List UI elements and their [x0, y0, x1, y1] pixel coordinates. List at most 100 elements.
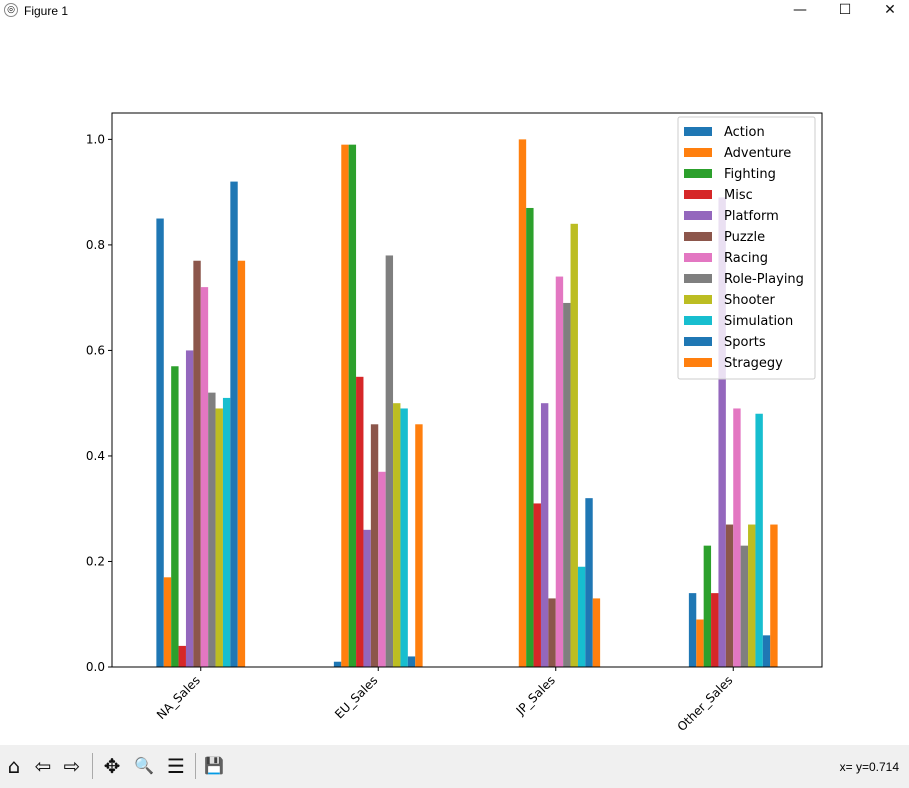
y-tick-label: 0.0 [86, 660, 105, 674]
legend-label: Adventure [724, 146, 791, 161]
bar-fighting-na_sales [171, 366, 179, 667]
legend-swatch-role-playing [684, 274, 712, 283]
bar-fighting-eu_sales [348, 144, 357, 667]
navigation-toolbar: ⌂ ⇦ ⇨ ✥ 🔍 ☰ 💾 x= y=0.714 [0, 745, 909, 788]
legend-swatch-action [684, 127, 712, 136]
bar-action-eu_sales [333, 661, 342, 667]
bar-role-playing-other_sales [740, 545, 749, 667]
zoom-button[interactable]: 🔍 [134, 756, 154, 775]
legend-swatch-fighting [684, 169, 712, 178]
bar-role-playing-eu_sales [385, 255, 394, 667]
maximize-button[interactable]: ☐ [838, 2, 852, 18]
y-tick-label: 0.6 [86, 343, 105, 357]
bar-simulation-other_sales [755, 413, 763, 667]
app-icon: ◎ [4, 3, 18, 17]
bar-misc-eu_sales [356, 376, 364, 667]
bar-simulation-na_sales [222, 397, 231, 667]
minimize-button[interactable]: — [793, 2, 807, 18]
bar-platform-eu_sales [363, 529, 371, 667]
legend-swatch-adventure [684, 148, 712, 157]
x-tick-label: JP_Sales [513, 673, 558, 718]
bar-shooter-eu_sales [393, 403, 401, 667]
bar-sports-jp_sales [585, 498, 593, 667]
bar-action-other_sales [688, 593, 697, 667]
legend-label: Simulation [724, 314, 793, 329]
bar-platform-other_sales [718, 197, 726, 667]
legend-label: Misc [724, 188, 753, 203]
y-tick-label: 0.4 [86, 449, 105, 463]
bar-sports-na_sales [230, 181, 238, 668]
pan-button[interactable]: ✥ [103, 754, 121, 778]
bar-racing-other_sales [733, 408, 741, 667]
bar-stragegy-na_sales [237, 260, 246, 667]
y-tick-label: 0.8 [86, 238, 105, 252]
legend-swatch-platform [684, 211, 712, 220]
bar-racing-eu_sales [378, 471, 386, 667]
x-tick-label: EU_Sales [332, 673, 380, 721]
bar-racing-jp_sales [555, 276, 564, 667]
bar-fighting-jp_sales [526, 207, 534, 667]
toolbar-separator [92, 753, 93, 779]
x-tick-label: Other_Sales [675, 673, 736, 734]
bar-misc-na_sales [178, 645, 186, 667]
coordinate-readout: x= y=0.714 [839, 760, 899, 774]
bar-misc-other_sales [711, 593, 719, 667]
bar-simulation-jp_sales [577, 566, 586, 667]
bar-adventure-other_sales [696, 619, 704, 667]
legend-label: Platform [724, 209, 779, 224]
x-tick-label: NA_Sales [154, 673, 203, 722]
legend-label: Stragegy [724, 356, 783, 371]
bar-shooter-na_sales [215, 408, 223, 667]
bar-shooter-jp_sales [570, 223, 578, 668]
save-button[interactable]: 💾 [204, 756, 224, 775]
forward-button[interactable]: ⇨ [63, 754, 81, 778]
legend-swatch-shooter [684, 295, 712, 304]
bar-role-playing-jp_sales [563, 302, 571, 667]
legend-swatch-simulation [684, 316, 712, 325]
legend-label: Fighting [724, 167, 776, 182]
bar-role-playing-na_sales [208, 392, 216, 667]
bar-stragegy-eu_sales [415, 424, 423, 667]
legend [677, 116, 816, 380]
bar-shooter-other_sales [748, 524, 756, 667]
legend-swatch-puzzle [684, 232, 712, 241]
window-title: Figure 1 [24, 4, 69, 18]
bar-fighting-other_sales [703, 545, 712, 667]
bar-chart: 0.0 0.2 0.4 0.6 0.8 1.0 NA_Sales EU_Sales JP_Sal… [86, 112, 823, 734]
bar-adventure-jp_sales [518, 139, 527, 667]
legend-swatch-sports [684, 337, 712, 346]
y-tick-label: 1.0 [86, 132, 105, 146]
bar-stragegy-other_sales [770, 524, 778, 667]
legend-swatch-stragegy [684, 358, 712, 367]
bar-puzzle-eu_sales [370, 424, 379, 667]
legend-swatch-racing [684, 253, 712, 262]
close-button[interactable]: ✕ [884, 2, 896, 18]
back-button[interactable]: ⇦ [34, 754, 52, 778]
legend-label: Shooter [724, 293, 775, 308]
bar-puzzle-jp_sales [548, 598, 556, 667]
bar-platform-jp_sales [540, 403, 549, 667]
legend-label: Sports [724, 335, 766, 350]
bar-adventure-eu_sales [341, 144, 349, 667]
bar-sports-other_sales [762, 635, 771, 667]
legend-label: Role-Playing [724, 272, 804, 287]
bar-puzzle-other_sales [725, 524, 734, 667]
home-button[interactable]: ⌂ [7, 754, 21, 778]
legend-swatch-misc [684, 190, 712, 199]
bar-sports-eu_sales [407, 656, 416, 667]
bar-action-na_sales [156, 218, 164, 667]
toolbar-separator [195, 753, 196, 779]
bar-puzzle-na_sales [193, 260, 201, 667]
legend-label: Racing [724, 251, 768, 266]
bar-simulation-eu_sales [400, 408, 408, 667]
bar-misc-jp_sales [533, 503, 541, 667]
title-bar: ◎ Figure 1 — ☐ ✕ [0, 0, 909, 22]
bar-stragegy-jp_sales [592, 598, 601, 667]
configure-subplots-button[interactable]: ☰ [167, 754, 185, 778]
axes-frame [111, 112, 823, 668]
bar-racing-na_sales [200, 287, 209, 667]
y-tick-label: 0.2 [86, 554, 105, 568]
bar-adventure-na_sales [163, 577, 172, 667]
bar-platform-na_sales [185, 350, 194, 667]
legend-label: Action [724, 125, 765, 140]
